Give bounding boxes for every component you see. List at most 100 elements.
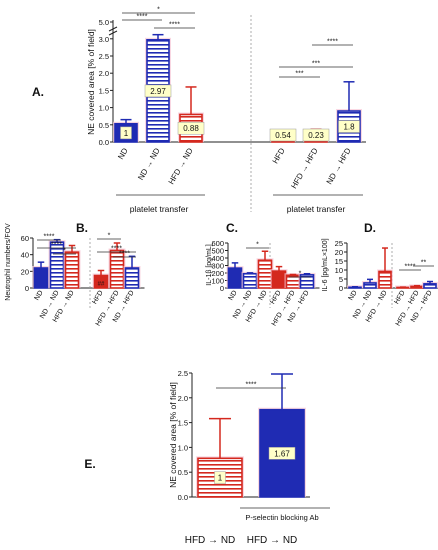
- panel-c-bar: [257, 259, 273, 289]
- panel-c-bar: [299, 274, 315, 289]
- panel-c-bar: [242, 272, 258, 289]
- panel-b-significance-label: ****: [44, 234, 55, 241]
- panel-b-bar: [49, 241, 65, 289]
- panel-d-bar: [410, 285, 424, 289]
- panel-b-bar: [124, 267, 140, 289]
- panel-b-category-label: HFD: [91, 290, 104, 306]
- panel-c-y-tick-label: 500: [211, 247, 224, 256]
- panel-b-significance-label: *: [108, 233, 111, 240]
- panel-a-value-label: 1: [124, 129, 129, 138]
- panel-a-axis-break: [108, 26, 118, 32]
- panel-e-y-tick-label: 0.5: [178, 468, 188, 477]
- panel-a-y-tick-label: 0.5: [99, 121, 109, 130]
- panel-a-y-label: NE covered area [% of field]: [86, 29, 96, 135]
- panel-a-significance-label: *: [157, 7, 160, 14]
- panel-a-group-label: platelet transfer: [287, 204, 346, 214]
- panel-a-y-tick-label: 0.0: [99, 138, 109, 147]
- panel-a-group-label: platelet transfer: [130, 204, 189, 214]
- panel-e-value-label: 1.67: [274, 449, 290, 458]
- panel-d-category-label: ND: [348, 290, 359, 302]
- panel-d-y-tick-label: 15: [335, 257, 343, 266]
- panel-a-value-label-box: [338, 120, 360, 133]
- panel-e-title: E.: [84, 457, 95, 471]
- panel-a-category-label: ND: [116, 146, 130, 161]
- panel-d-category-label: HFD: [393, 290, 406, 306]
- panel-a-y-tick-label: 5.0: [99, 18, 109, 27]
- panel-a-y-tick-label: 2.0: [99, 69, 109, 78]
- panel-e-x-label: P-selectin blocking Ab: [245, 513, 318, 522]
- panel-e-y-tick-label: 2.5: [178, 369, 188, 378]
- panel-c-y-tick-label: 100: [211, 277, 224, 286]
- panel-a-value-label: 0.23: [308, 131, 324, 140]
- panel-e-significance-label: ****: [246, 382, 257, 389]
- panel-c-y-tick-label: 600: [211, 239, 224, 248]
- panel-a-y-tick-label: 1.0: [99, 104, 109, 113]
- panel-e-y-tick-label: 0.0: [178, 493, 188, 502]
- panel-e-y-tick-label: 1.5: [178, 419, 188, 428]
- panel-c-significance-label: *: [299, 271, 302, 278]
- panel-e-y-tick-label: 1.0: [178, 443, 188, 452]
- panel-b-bar: [93, 274, 109, 289]
- panel-d-y-tick-label: 5: [339, 275, 343, 284]
- panel-a-value-label: 0.88: [183, 124, 199, 133]
- panel-c-y-tick-label: 400: [211, 254, 224, 263]
- panel-d-y-tick-label: 20: [335, 248, 343, 257]
- panel-d-bar: [396, 286, 410, 289]
- panel-a-y-tick-label: 1.5: [99, 86, 109, 95]
- panel-d-significance-label: ****: [405, 264, 416, 271]
- panel-b-bar-note: ##: [98, 282, 105, 288]
- panel-e-value-label-box: [214, 471, 226, 484]
- panel-d-y-tick-label: 0: [339, 284, 343, 293]
- panel-a-y-tick-label: 2.5: [99, 52, 109, 61]
- panel-c-category-label: ND: [228, 290, 239, 302]
- panel-a-category-label: ND → ND: [136, 146, 162, 181]
- panel-e-bottom-label: HFD → ND: [185, 535, 236, 546]
- panel-a-significance-label: ****: [169, 22, 180, 29]
- panel-b-significance-label: *: [63, 248, 66, 255]
- panel-a-axis-break: [108, 30, 118, 36]
- panel-c-y-label: IL-1β [pg/mL]: [206, 244, 213, 285]
- panel-b-y-tick-label: 40: [21, 251, 29, 260]
- panel-a-value-label: 2.97: [150, 87, 166, 96]
- panel-c-category-label: HFD: [269, 290, 282, 306]
- panel-c-bar: [227, 267, 243, 289]
- panel-d-bar: [378, 270, 392, 289]
- panel-c-bar: [271, 270, 287, 289]
- panel-a-significance-label: ***: [295, 71, 303, 78]
- panel-a-y-tick-label: 3.0: [99, 35, 109, 44]
- panel-b-category-label: ND: [34, 290, 45, 302]
- panel-b-y-tick-label: 0: [25, 284, 29, 293]
- panel-b-y-label: Neutrophil numbers/FOV: [5, 223, 12, 301]
- panel-b-bar: [33, 267, 49, 289]
- panel-a-title: A.: [32, 85, 44, 99]
- panel-b-y-tick-label: 60: [21, 234, 29, 243]
- panel-c-title: C.: [226, 221, 238, 235]
- panel-a-value-label-box: [269, 128, 297, 142]
- panel-e-y-tick-label: 2.0: [178, 394, 188, 403]
- panel-a-value-label-box: [120, 126, 132, 140]
- panel-b-significance-label: ****: [111, 246, 122, 253]
- panel-a-value-label-box: [144, 84, 172, 98]
- panel-d-bar: [423, 283, 437, 289]
- panel-c-y-tick-label: 200: [211, 269, 224, 278]
- panel-a-value-label-box: [302, 128, 330, 142]
- panel-e-value-label-box: [268, 447, 296, 460]
- panel-d-y-tick-label: 25: [335, 239, 343, 248]
- panel-a-category-label: HFD: [271, 146, 287, 165]
- panel-a-value-label: 0.54: [275, 131, 291, 140]
- panel-b-significance-label: ****: [51, 242, 62, 249]
- panel-a-significance-label: ****: [137, 14, 148, 21]
- panel-a-category-label: ND → HFD: [325, 146, 353, 186]
- panel-b-title: B.: [76, 221, 88, 235]
- panel-a-value-label-box: [177, 121, 205, 135]
- panel-a-value-label: 1.8: [343, 123, 355, 132]
- panel-d-y-tick-label: 10: [335, 266, 343, 275]
- panel-e-y-label: NE covered area [% of field]: [168, 382, 178, 488]
- panel-d-bar: [363, 282, 377, 289]
- panel-e-value-label: 1: [218, 474, 223, 483]
- panel-d-significance-label: **: [421, 260, 427, 267]
- panel-d-title: D.: [364, 221, 376, 235]
- panel-a-significance-label: ***: [312, 61, 320, 68]
- panel-d-y-label: IL-6 [pg/mL×100]: [322, 238, 329, 291]
